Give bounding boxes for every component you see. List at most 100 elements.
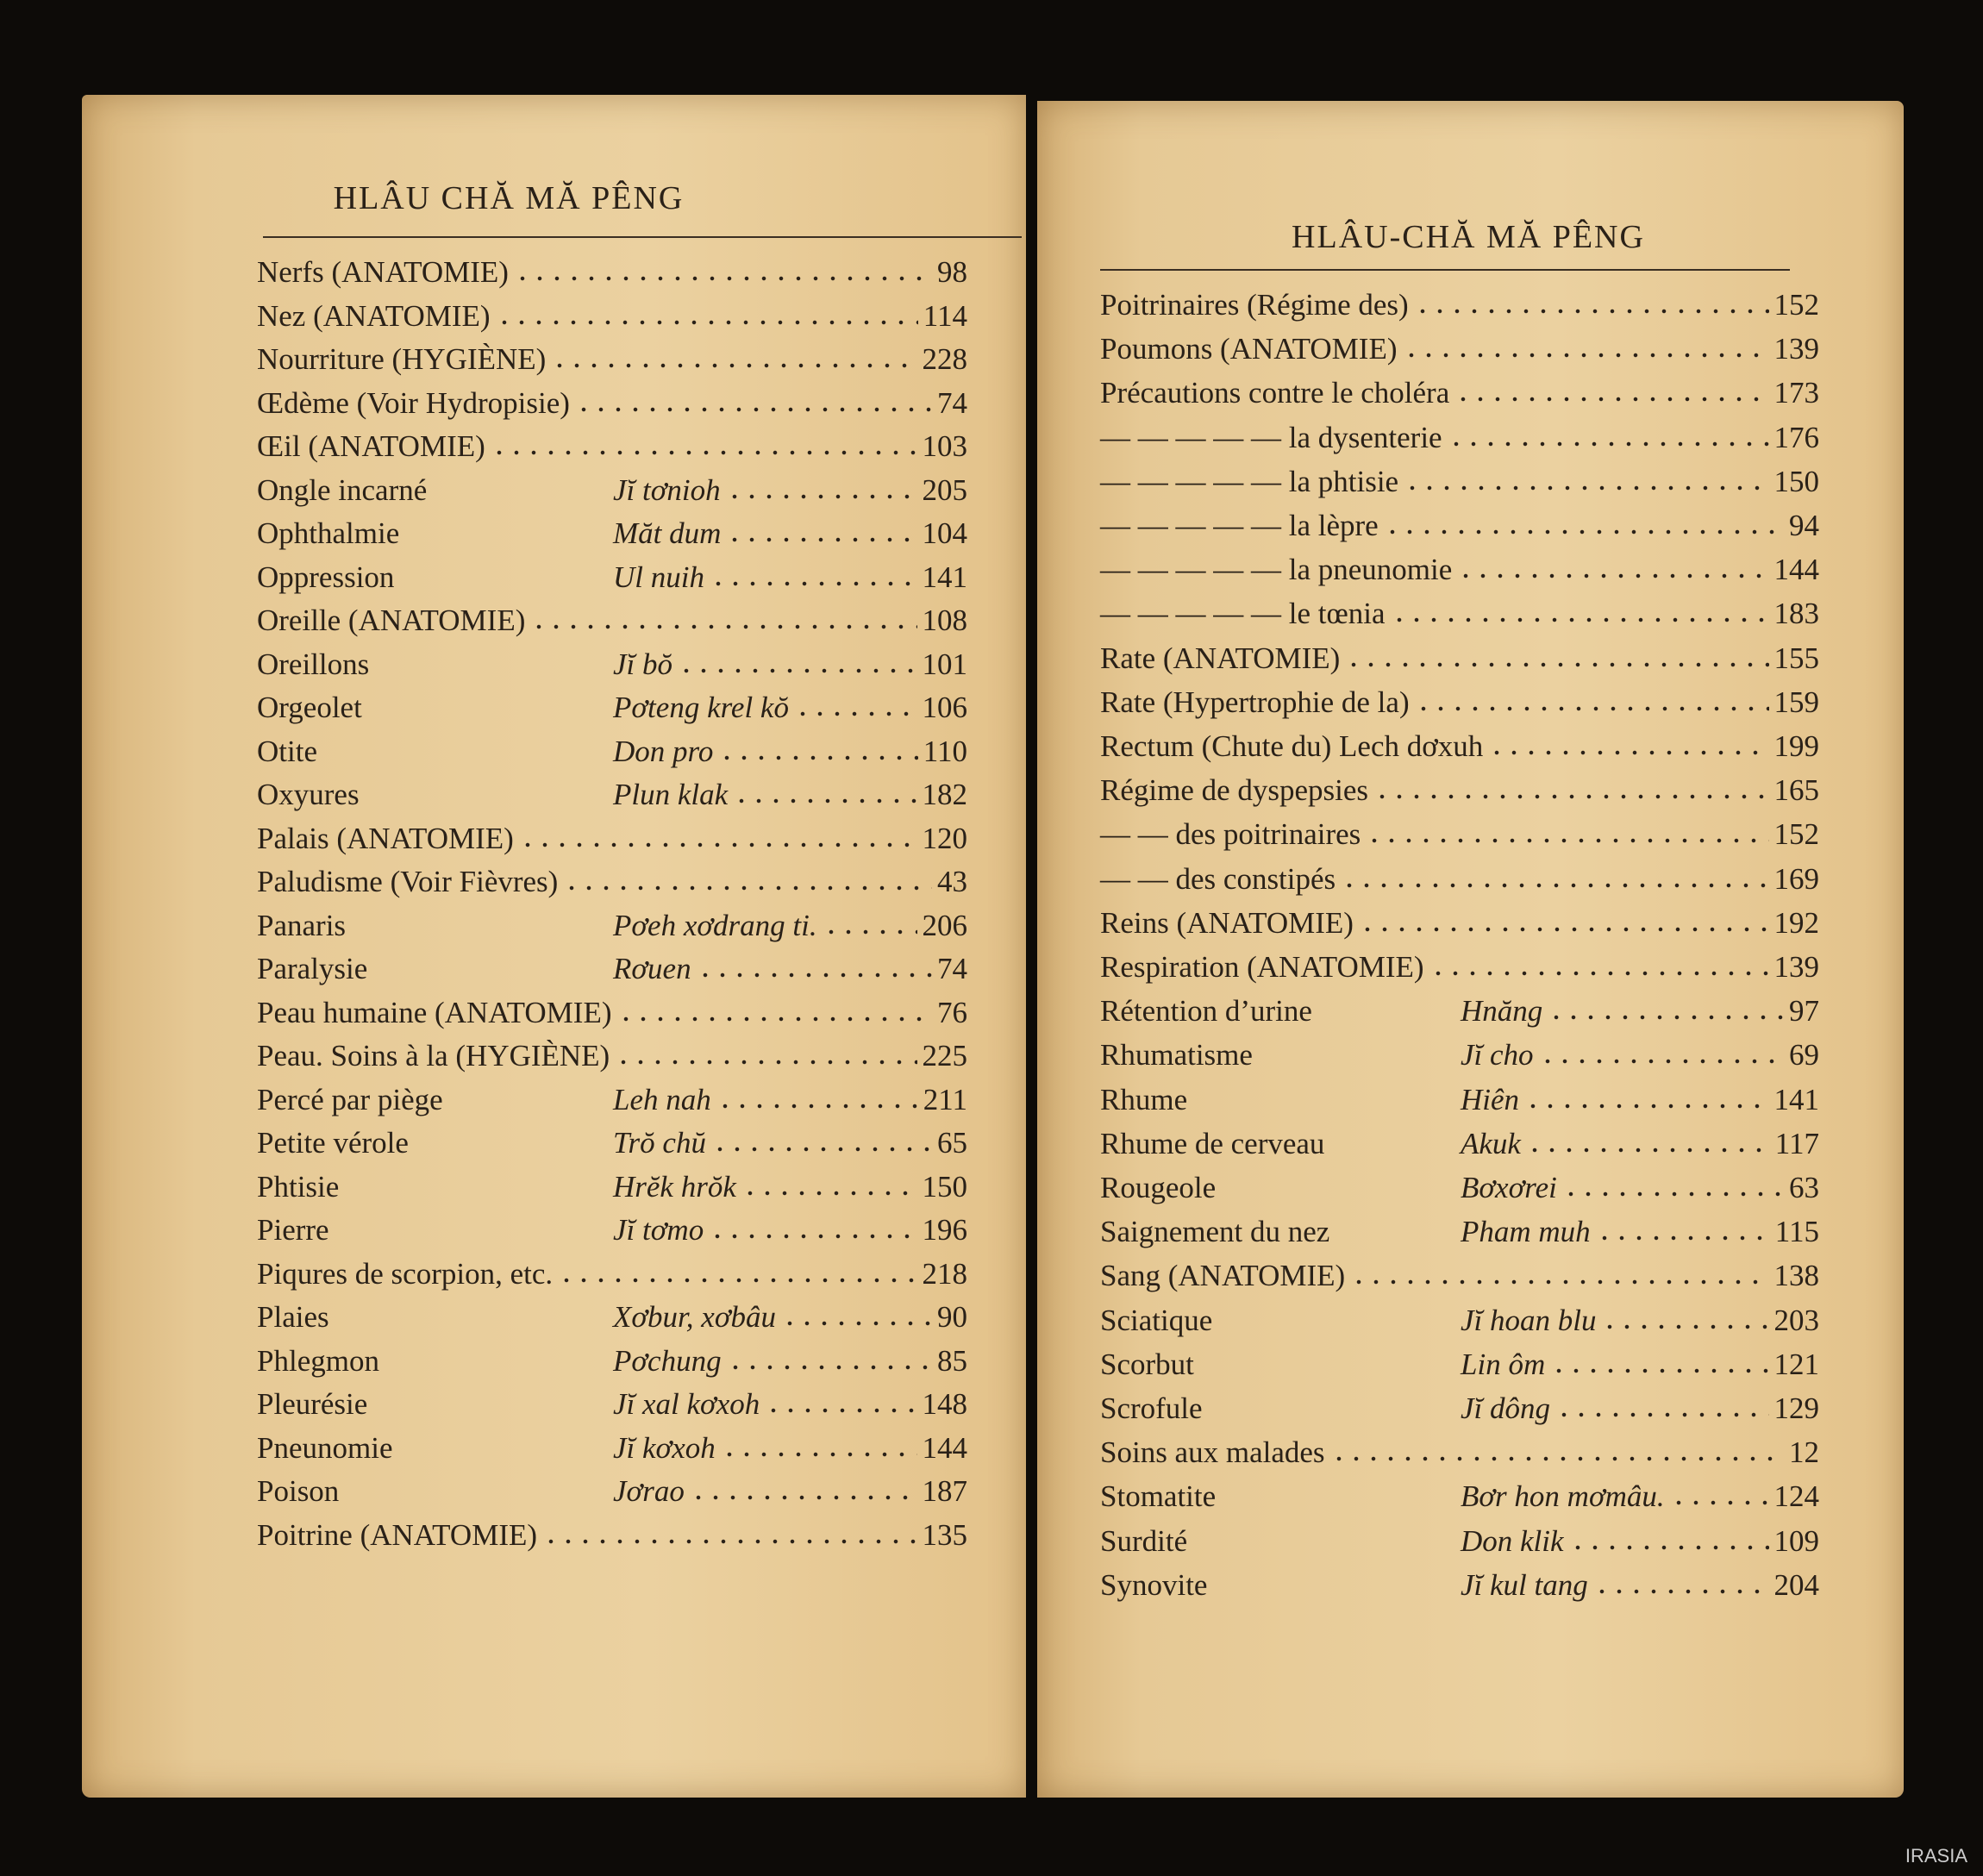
index-entry: Nez (ANATOMIE) 114 <box>257 299 967 334</box>
page-number: 76 <box>937 995 967 1029</box>
index-entry: Petite vérole Trŏ chŭ 65 <box>257 1126 967 1160</box>
entry-term: — — — — — la lèpre <box>1100 509 1379 542</box>
page-number: 69 <box>1789 1038 1819 1072</box>
leader-dots <box>1555 1411 1769 1418</box>
entry-translation: Bơxơrei <box>1461 1171 1557 1204</box>
entry-term: Rate (Hypertrophie de la) <box>1100 685 1410 719</box>
leader-dots <box>1669 1499 1769 1507</box>
page-number: 63 <box>1789 1171 1819 1204</box>
page-number: 199 <box>1773 729 1820 763</box>
leader-dots <box>1524 1102 1769 1110</box>
leader-dots <box>1548 1014 1784 1022</box>
entry-term: Palais (ANATOMIE) <box>257 821 514 855</box>
page-number: 144 <box>922 1430 968 1465</box>
leader-dots <box>615 1059 917 1066</box>
leader-dots <box>822 928 917 935</box>
entry-translation: Pham muh <box>1461 1215 1591 1249</box>
entry-translation: Akuk <box>1461 1126 1521 1160</box>
page-number: 90 <box>937 1300 967 1334</box>
entry-term: Soins aux malades <box>1100 1435 1325 1470</box>
index-entry: Paludisme (Voir Fièvres) 43 <box>257 865 967 899</box>
page-number: 152 <box>1773 288 1820 322</box>
leader-dots <box>1429 970 1769 977</box>
index-entry: Piqures de scorpion, etc. 218 <box>257 1257 967 1291</box>
index-entry: — — des poitrinaires 152 <box>1100 817 1819 852</box>
page-number: 117 <box>1774 1126 1819 1160</box>
entry-term: Synovite <box>1100 1567 1208 1602</box>
index-entry: Peau. Soins à la (HYGIÈNE) 225 <box>257 1039 967 1073</box>
entry-term: Panaris <box>257 908 347 942</box>
page-number: 169 <box>1773 861 1820 896</box>
index-entry: Précautions contre le choléra 173 <box>1100 376 1819 410</box>
page-number: 139 <box>1773 332 1820 366</box>
entry-term: Nerfs (ANATOMIE) <box>257 255 509 289</box>
page-number: 97 <box>1789 994 1819 1029</box>
index-entry: Scorbut Lin ôm 121 <box>1100 1348 1819 1382</box>
index-entry: Oreille (ANATOMIE) 108 <box>257 603 967 638</box>
entry-term: Poitrinaires (Régime des) <box>1100 288 1409 322</box>
page-number: 94 <box>1789 509 1819 542</box>
index-entry: Palais (ANATOMIE) 120 <box>257 822 967 856</box>
entry-term: Oreillons <box>257 647 370 681</box>
entry-translation: Jĭ kơxoh <box>613 1430 716 1465</box>
page-number: 144 <box>1773 553 1820 587</box>
page-number: 211 <box>923 1082 967 1116</box>
leader-dots <box>1592 1587 1769 1595</box>
page-header: HLÂU CHĂ MĂ PÊNG <box>333 180 685 216</box>
page-number: 43 <box>937 865 967 898</box>
entry-term: Pleurésie <box>257 1387 368 1421</box>
index-entry: Oppression Ul nuih 141 <box>257 560 967 595</box>
entry-term: Percé par piège <box>257 1082 443 1116</box>
entry-term: Phlegmon <box>257 1343 379 1378</box>
entry-translation: Jĭ tơnioh <box>613 472 721 507</box>
entry-term: Peau humaine (ANATOMIE) <box>257 995 612 1029</box>
entry-term: Régime de dyspepsies <box>1100 773 1369 808</box>
index-entry: Percé par piège Leh nah 211 <box>257 1083 967 1117</box>
entry-translation: Jĭ cho <box>1461 1038 1534 1072</box>
entry-term: Ongle incarné <box>257 472 428 507</box>
header-rule <box>263 236 1022 238</box>
entry-translation: Bơr hon mơmâu. <box>1461 1479 1665 1514</box>
page-number: 204 <box>1773 1567 1820 1602</box>
index-entry: Otite Don pro 110 <box>257 735 967 769</box>
page-number: 218 <box>922 1256 968 1291</box>
leader-dots <box>781 1320 932 1327</box>
entry-translation: Jĭ bŏ <box>613 647 673 681</box>
leader-dots <box>1601 1323 1769 1330</box>
leader-dots <box>490 449 917 456</box>
entry-translation: Don pro <box>613 734 714 768</box>
index-entry: Rhumatisme Jĭ cho 69 <box>1100 1038 1819 1072</box>
leader-dots <box>558 1276 917 1284</box>
index-entry: Pneunomie Jĭ kơxoh 144 <box>257 1431 967 1466</box>
entry-translation: Trŏ chŭ <box>613 1126 706 1160</box>
entry-translation: Jĭ dông <box>1461 1391 1551 1425</box>
entry-term: Pneunomie <box>257 1430 393 1465</box>
entry-term: Surdité <box>1100 1523 1188 1558</box>
index-entry: — — — — — la pneunomie 144 <box>1100 553 1819 587</box>
entry-term: Respiration (ANATOMIE) <box>1100 950 1424 984</box>
index-entry: — — — — — la dysenterie 176 <box>1100 421 1819 455</box>
entry-translation: Jĭ tơmo <box>613 1213 704 1247</box>
index-entry: Rétention d’urine Hnăng 97 <box>1100 994 1819 1029</box>
entry-translation: Don klik <box>1461 1523 1564 1558</box>
page-number: 148 <box>922 1387 968 1421</box>
page-number: 141 <box>922 560 968 594</box>
entry-term: Piqures de scorpion, etc. <box>257 1256 554 1291</box>
leader-dots <box>518 841 917 848</box>
entry-term: Phtisie <box>257 1169 340 1204</box>
page-number: 120 <box>922 821 968 855</box>
page-number: 225 <box>922 1039 968 1072</box>
index-entry: Rectum (Chute du) Lech dơxuh 199 <box>1100 729 1819 764</box>
entry-term: Sang (ANATOMIE) <box>1100 1259 1346 1293</box>
page-number: 103 <box>922 429 968 463</box>
index-entry: Sang (ANATOMIE) 138 <box>1100 1259 1819 1293</box>
entry-term: — — des poitrinaires <box>1100 817 1361 852</box>
leader-dots <box>1550 1366 1769 1374</box>
leader-dots <box>716 1102 918 1110</box>
index-entry: Rhume de cerveau Akuk 117 <box>1100 1127 1819 1161</box>
entry-term: Rougeole <box>1100 1171 1217 1204</box>
entry-translation: Hrĕk hrŏk <box>613 1169 736 1204</box>
entry-translation: Pơteng krel kŏ <box>613 691 789 724</box>
entry-term: Petite vérole <box>257 1126 409 1160</box>
